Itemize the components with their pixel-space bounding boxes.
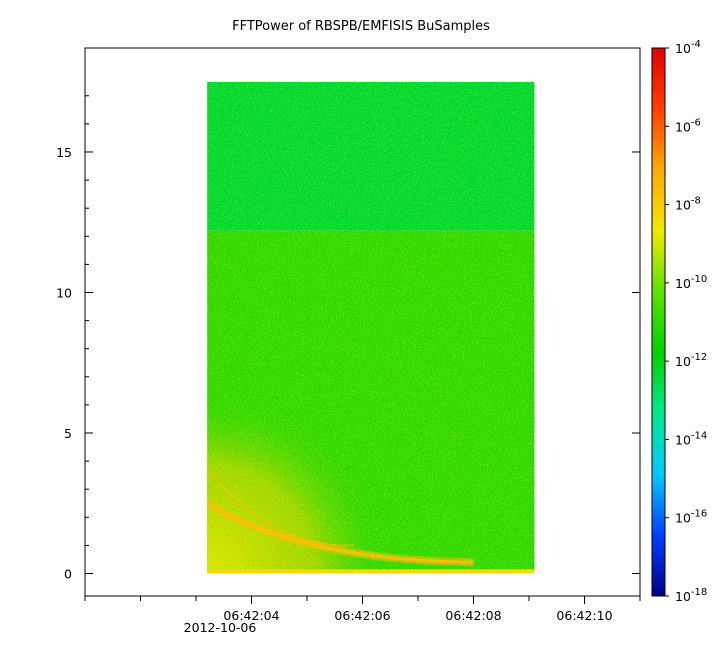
chart-title: FFTPower of RBSPB/EMFISIS BuSamples: [232, 19, 490, 34]
x-tick-label: 06:42:06: [334, 608, 390, 623]
colorbar: 10-18 10-16 10-14 10-12 10-10 10-8 10-6 10-4: [651, 39, 707, 604]
x-axis: 06:42:04 06:42:06 06:42:08 06:42:10: [84, 596, 641, 623]
colorbar-tick-label: 10-18: [675, 587, 707, 604]
colorbar-tick-label: 10-4: [675, 39, 701, 56]
x-tick-label: 06:42:10: [556, 608, 612, 623]
colorbar-tick-label: 10-14: [675, 430, 707, 447]
colorbar-tick-exponent: -14: [691, 430, 707, 441]
colorbar-tick-label: 10-16: [675, 509, 707, 526]
colorbar-tick-exponent: -12: [691, 352, 707, 363]
colorbar-tick-label: 10-10: [675, 274, 707, 291]
y-tick-label: 15: [56, 145, 72, 160]
x-tick-label: 06:42:08: [445, 608, 501, 623]
y-tick-label: 0: [64, 567, 72, 582]
colorbar-tick-label: 10-8: [675, 196, 701, 213]
y-tick-label: 5: [64, 426, 72, 441]
colorbar-tick-exponent: -6: [691, 117, 701, 128]
colorbar-tick-label: 10-12: [675, 352, 707, 369]
colorbar-tick-exponent: -16: [691, 509, 707, 520]
heatmap-image: [207, 81, 535, 574]
y-tick-label: 10: [56, 285, 72, 300]
colorbar-tick-exponent: -18: [691, 587, 707, 598]
speckle-overlay: [207, 81, 535, 574]
colorbar-tick-exponent: -8: [691, 196, 701, 207]
colorbar-gradient: [651, 47, 666, 597]
colorbar-tick-label: 10-6: [675, 117, 701, 134]
colorbar-tick-exponent: -4: [691, 39, 701, 50]
x-tick-label: 06:42:04: [223, 608, 279, 623]
colorbar-tick-exponent: -10: [691, 274, 707, 285]
x-date-label: 2012-10-06: [184, 620, 257, 635]
y-axis: 0 5 10 15: [56, 95, 640, 582]
